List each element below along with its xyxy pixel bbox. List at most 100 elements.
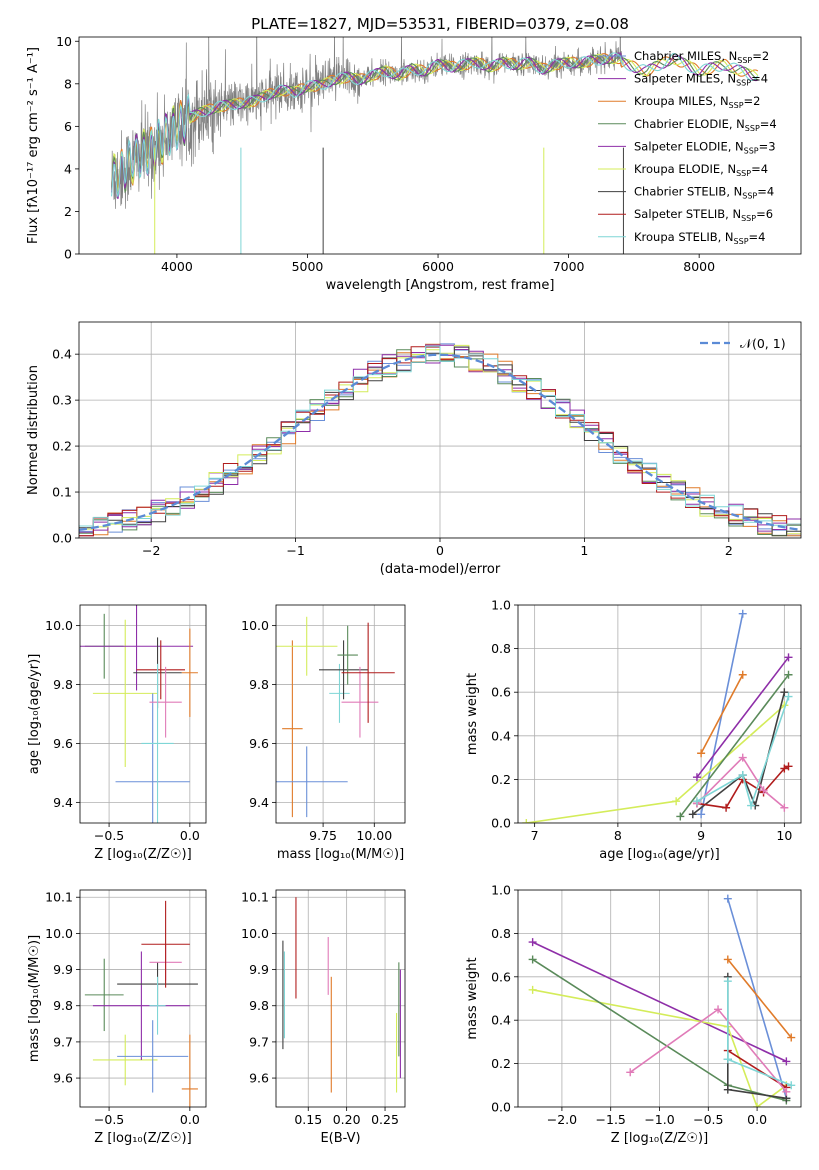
weight-point-marker bbox=[784, 670, 793, 679]
legend-label: Salpeter STELIB, NSSP=6 bbox=[634, 207, 773, 223]
weight-series-line-kroupa_miles bbox=[700, 674, 744, 754]
legend-value: =4 bbox=[751, 72, 768, 86]
y-tick-label: 8 bbox=[64, 76, 72, 91]
legend-subscript: SSP bbox=[741, 214, 756, 223]
figure-title: PLATE=1827, MJD=53531, FIBERID=0379, z=0… bbox=[251, 15, 629, 33]
x-tick-label: 8 bbox=[614, 828, 622, 843]
spectrum-model-line-chabrier_elodie bbox=[111, 53, 759, 197]
x-tick-label: −0.5 bbox=[693, 1112, 723, 1127]
legend-label: Kroupa STELIB, NSSP=4 bbox=[634, 230, 765, 246]
weight-point-marker bbox=[697, 810, 706, 819]
weight-series-line-kroupa_miles bbox=[727, 958, 792, 1039]
weight-point-marker bbox=[626, 1068, 635, 1077]
legend-subscript: SSP bbox=[736, 79, 751, 88]
plot-area bbox=[518, 890, 801, 1107]
y-tick-label: 9.6 bbox=[53, 1071, 73, 1086]
x-tick-label: 0.20 bbox=[333, 1112, 361, 1127]
y-tick-label: 10.1 bbox=[45, 890, 73, 905]
y-tick-label: 9.9 bbox=[249, 962, 269, 977]
x-tick-label: 7 bbox=[531, 828, 539, 843]
legend-label: Kroupa MILES, NSSP=2 bbox=[634, 94, 760, 110]
y-tick-label: 9.6 bbox=[249, 1071, 269, 1086]
weight-point-marker bbox=[688, 810, 697, 819]
axes-frame bbox=[79, 889, 207, 1108]
plot-area bbox=[276, 605, 405, 823]
legend-label: 𝒩(0, 1) bbox=[740, 336, 786, 351]
x-tick-label: −2 bbox=[142, 543, 160, 558]
legend-subscript: SSP bbox=[745, 124, 760, 133]
legend-value: =2 bbox=[752, 49, 769, 63]
x-tick-label: −1.5 bbox=[596, 1112, 626, 1127]
y-tick-label: 9.8 bbox=[53, 998, 73, 1013]
y-tick-label: 0.2 bbox=[491, 772, 511, 787]
y-tick-label: 9.7 bbox=[53, 1034, 73, 1049]
weight-series-line-chabrier_elodie bbox=[679, 674, 790, 817]
y-tick-label: 0.4 bbox=[491, 728, 511, 743]
x-axis-label: Z [log₁₀(Z/Z☉)] bbox=[611, 1131, 708, 1146]
y-tick-label: 0.8 bbox=[491, 926, 511, 941]
y-tick-label: 10.0 bbox=[45, 926, 73, 941]
legend-value: =3 bbox=[759, 139, 776, 153]
axes-residuals: −2 −1 0 1 2 0.0 0.1 0.2 0.3 0.4 (data-model)/error… bbox=[26, 321, 802, 577]
x-tick-label: −1 bbox=[286, 543, 304, 558]
axes-age_vs_mass: 9.75 10.00 9.4 9.6 9.8 10.0 mass [log₁₀(M/M☉)] bbox=[241, 604, 406, 862]
weight-point-marker bbox=[738, 771, 747, 780]
weight-point-marker bbox=[692, 797, 701, 806]
x-tick-label: 9.75 bbox=[309, 828, 337, 843]
axes-mass_vs_ebv: 0.15 0.20 0.25 9.6 9.7 9.8 9.9 10.0 10.1 E(B-V) bbox=[241, 889, 406, 1146]
weight-series-line-salpeter_miles bbox=[696, 656, 790, 778]
y-axis-label: mass weight bbox=[465, 957, 480, 1039]
spectrum-data-line bbox=[111, 37, 624, 209]
y-tick-label: 0 bbox=[64, 247, 72, 262]
y-tick-label: 6 bbox=[64, 119, 72, 134]
weight-point-marker bbox=[692, 773, 701, 782]
axes-spectrum: 4000 5000 6000 7000 8000 0 2 4 6 8 10 wavelength [A… bbox=[26, 34, 802, 293]
legend-subscript: SSP bbox=[744, 146, 759, 155]
axes-frame bbox=[79, 604, 207, 824]
weight-point-marker bbox=[784, 762, 793, 771]
y-tick-label: 0.0 bbox=[491, 816, 511, 831]
weight-point-marker bbox=[784, 692, 793, 701]
y-tick-label: 1.0 bbox=[491, 598, 511, 613]
y-tick-label: 9.4 bbox=[53, 795, 73, 810]
legend-subscript: SSP bbox=[742, 192, 757, 201]
weight-point-marker bbox=[676, 812, 685, 821]
plot-area bbox=[80, 605, 206, 823]
legend-label: Salpeter MILES, NSSP=4 bbox=[634, 72, 768, 88]
y-axis-label: Flux [fλ10⁻¹⁷ erg cm⁻² s⁻¹ A⁻¹] bbox=[26, 47, 41, 244]
weight-point-marker bbox=[780, 803, 789, 812]
weight-point-marker bbox=[759, 786, 768, 795]
weight-point-marker bbox=[697, 749, 706, 758]
weight-point-marker bbox=[723, 955, 732, 964]
x-tick-label: −0.5 bbox=[94, 828, 124, 843]
x-tick-label: 0.0 bbox=[180, 828, 200, 843]
x-tick-label: 4000 bbox=[161, 259, 193, 274]
y-axis-label: mass weight bbox=[465, 673, 480, 755]
spectrum-model-line-kroupa_stelib bbox=[111, 52, 759, 197]
weight-series-line-kroupa_elodie bbox=[526, 704, 785, 823]
x-tick-label: 8000 bbox=[683, 259, 715, 274]
residuals-legend: 𝒩(0, 1) bbox=[700, 336, 786, 351]
x-axis-label: Z [log₁₀(Z/Z☉)] bbox=[94, 847, 191, 862]
x-tick-label: 0.15 bbox=[294, 1112, 322, 1127]
legend-label: Chabrier STELIB, NSSP=4 bbox=[634, 185, 774, 201]
y-tick-label: 10.0 bbox=[241, 618, 269, 633]
weight-series-line-pink bbox=[696, 756, 785, 809]
x-axis-label: wavelength [Angstrom, rest frame] bbox=[326, 278, 555, 293]
x-axis-label: mass [log₁₀(M/M☉)] bbox=[277, 847, 404, 862]
y-tick-label: 10.0 bbox=[45, 618, 73, 633]
y-tick-label: 9.4 bbox=[249, 795, 269, 810]
x-tick-label: 2 bbox=[725, 543, 733, 558]
plot-area bbox=[276, 890, 405, 1107]
x-tick-label: 10 bbox=[776, 828, 792, 843]
x-axis-label: E(B-V) bbox=[320, 1131, 360, 1146]
axes-frame bbox=[517, 604, 802, 824]
y-tick-label: 10.1 bbox=[241, 890, 269, 905]
y-tick-label: 0.3 bbox=[52, 393, 72, 408]
y-tick-label: 9.6 bbox=[249, 736, 269, 751]
weight-point-marker bbox=[723, 977, 732, 986]
weight-point-marker bbox=[782, 1087, 791, 1096]
weight-point-marker bbox=[747, 801, 756, 810]
y-tick-label: 10.0 bbox=[241, 926, 269, 941]
weight-series-line-salpeter_stelib bbox=[727, 1049, 787, 1089]
